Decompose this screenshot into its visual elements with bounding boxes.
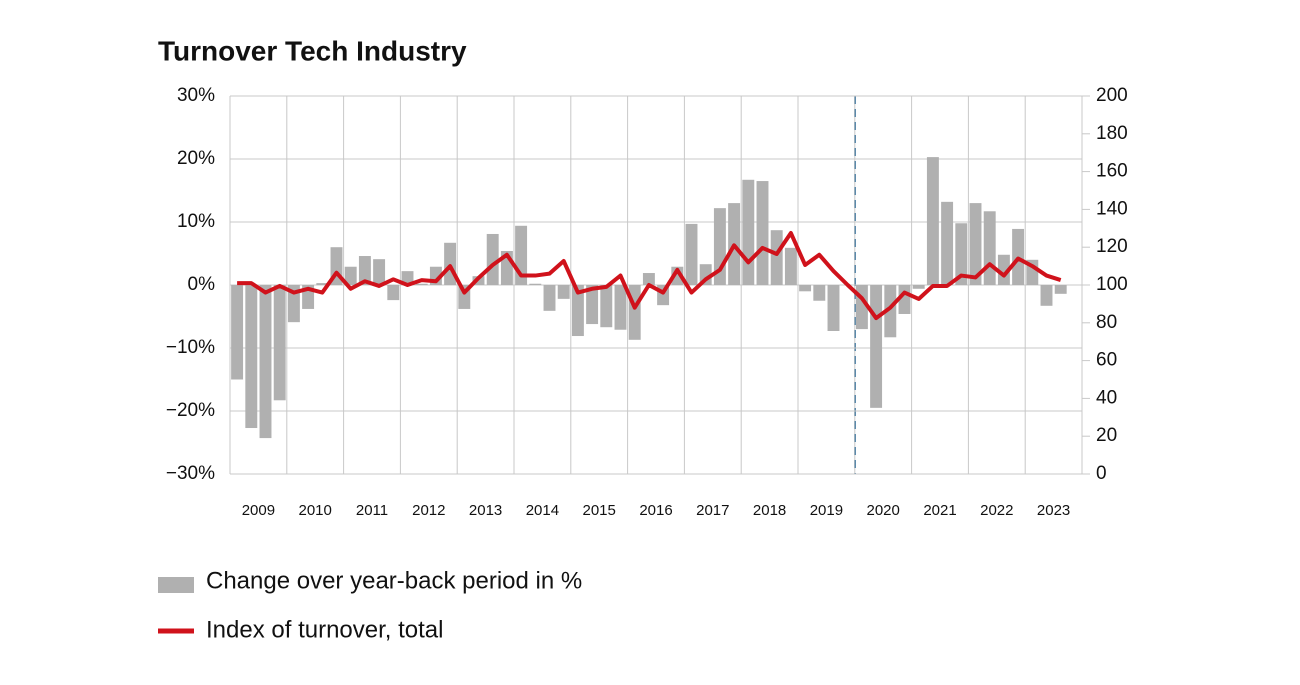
bar (770, 230, 783, 285)
x-tick-label: 2010 (299, 502, 332, 519)
bar (941, 201, 954, 285)
y2-tick-label: 0 (1096, 463, 1107, 484)
y2-tick-label: 60 (1096, 350, 1117, 371)
bar (344, 266, 357, 285)
y-tick-label: −20% (166, 400, 215, 421)
bar (401, 271, 414, 285)
bar (529, 283, 542, 285)
bar (912, 285, 925, 289)
bar (316, 283, 329, 285)
bar (742, 179, 755, 285)
x-tick-label: 2015 (583, 502, 616, 519)
x-tick-label: 2014 (526, 502, 559, 519)
x-tick-label: 2016 (639, 502, 672, 519)
bar (614, 285, 627, 330)
bar (926, 157, 939, 285)
legend-swatch (158, 577, 194, 593)
x-tick-label: 2020 (867, 502, 900, 519)
bar (657, 285, 670, 306)
bar (813, 285, 826, 301)
y2-tick-label: 160 (1096, 161, 1128, 182)
bar (955, 223, 968, 285)
bar (969, 203, 982, 285)
bar (784, 247, 797, 285)
y2-tick-label: 140 (1096, 198, 1128, 219)
bar (827, 285, 840, 331)
bar (571, 285, 584, 337)
y-tick-label: −10% (166, 337, 215, 358)
legend-label: Index of turnover, total (206, 616, 443, 643)
bar (458, 285, 471, 309)
x-tick-label: 2017 (696, 502, 729, 519)
bar (429, 266, 442, 285)
bar (586, 285, 599, 325)
bar (1054, 285, 1067, 294)
bar (302, 285, 315, 309)
y2-tick-label: 180 (1096, 123, 1128, 144)
bar (515, 225, 528, 285)
bar (671, 266, 684, 285)
bar (543, 285, 556, 311)
bar (231, 285, 244, 380)
x-tick-label: 2013 (469, 502, 502, 519)
bar (685, 223, 698, 285)
y-tick-label: 10% (177, 211, 215, 232)
bar (486, 233, 499, 285)
bar (259, 285, 272, 439)
y2-tick-label: 80 (1096, 312, 1117, 333)
y2-tick-label: 100 (1096, 274, 1128, 295)
y-tick-label: 30% (177, 85, 215, 106)
y2-tick-label: 40 (1096, 387, 1117, 408)
x-tick-label: 2022 (980, 502, 1013, 519)
bar (358, 256, 371, 285)
legend-label: Change over year-back period in % (206, 567, 582, 594)
bar (245, 285, 258, 429)
bar (699, 264, 712, 285)
y2-tick-label: 200 (1096, 85, 1128, 106)
bar (628, 285, 641, 340)
bar (997, 254, 1010, 285)
bar (600, 285, 613, 328)
x-tick-label: 2009 (242, 502, 275, 519)
bar (870, 285, 883, 408)
x-tick-label: 2011 (356, 502, 388, 519)
bar (557, 285, 570, 299)
bar (898, 285, 911, 314)
bar (1026, 259, 1039, 285)
y-tick-label: 20% (177, 148, 215, 169)
x-tick-label: 2023 (1037, 502, 1070, 519)
bar (642, 273, 655, 285)
bar (855, 285, 868, 330)
bar (273, 285, 286, 401)
bar (983, 211, 996, 285)
bar (500, 250, 513, 285)
y-tick-label: 0% (188, 274, 216, 295)
chart-title: Turnover Tech Industry (158, 35, 467, 66)
bar (444, 242, 457, 285)
x-tick-label: 2019 (810, 502, 843, 519)
bar (713, 208, 726, 285)
x-tick-label: 2021 (923, 502, 956, 519)
y-tick-label: −30% (166, 463, 215, 484)
bar (330, 247, 343, 285)
bar (1040, 285, 1053, 306)
bar (415, 283, 428, 285)
bar (373, 259, 386, 285)
bar (287, 285, 300, 323)
line (237, 231, 1062, 321)
bar (387, 285, 400, 301)
y2-tick-label: 20 (1096, 425, 1117, 446)
y2-tick-label: 120 (1096, 236, 1128, 257)
bar (799, 285, 812, 292)
x-tick-label: 2018 (753, 502, 786, 519)
bar (756, 181, 769, 285)
x-tick-label: 2012 (412, 502, 445, 519)
bar (884, 285, 897, 338)
